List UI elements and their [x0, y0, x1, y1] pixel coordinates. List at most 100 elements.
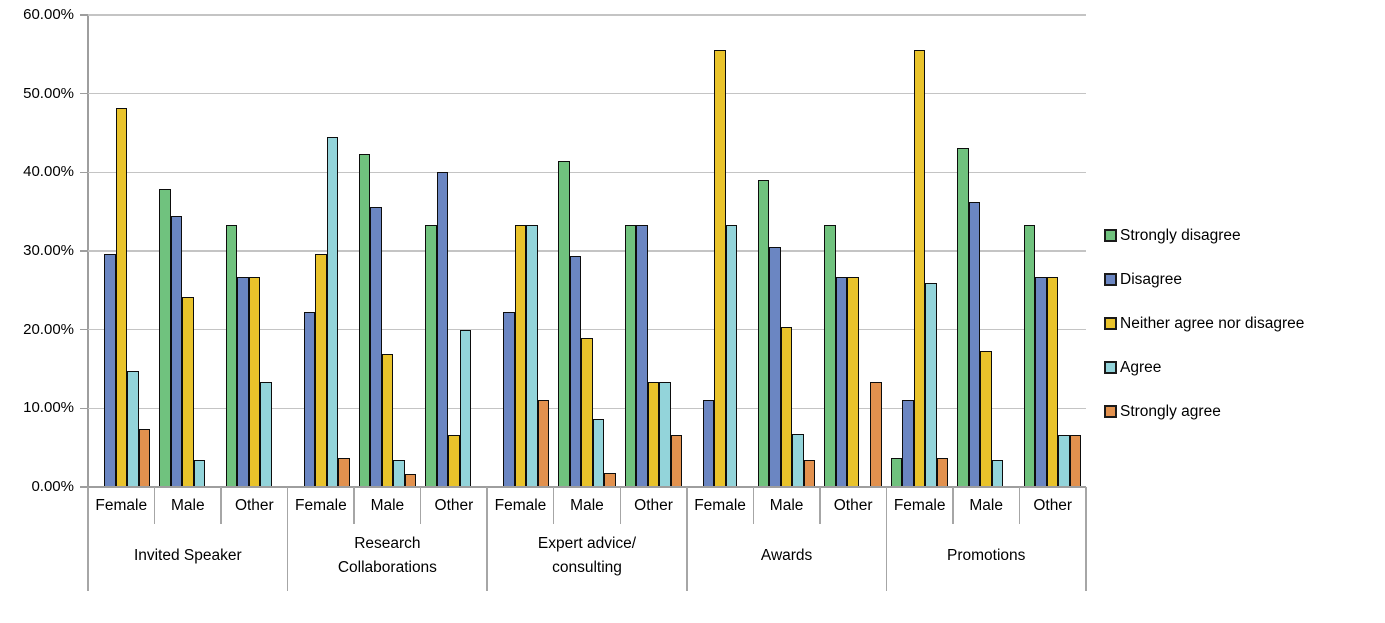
bar-cluster-invited-speaker-other	[221, 15, 288, 487]
bar-strongly-disagree-awards-male	[757, 180, 770, 487]
bar-neither-agree-nor-disagree-invited-speaker-other	[248, 277, 261, 487]
subgroup-separator	[819, 487, 821, 524]
bar-agree-expert-advice-consulting-other	[659, 382, 671, 487]
bar-agree-awards-male	[792, 433, 804, 487]
bar-agree-expert-advice-consulting-male	[592, 419, 605, 487]
legend-item-agree: Agree	[1104, 358, 1304, 377]
legend: Strongly disagree Disagree Neither agree n…	[1104, 226, 1304, 421]
legend-swatch-icon-neither-agree-nor-disagree	[1104, 317, 1117, 330]
bar-disagree-expert-advice-consulting-other	[636, 224, 648, 487]
bar-strongly-agree-expert-advice-consulting-other	[670, 434, 683, 487]
bar-strongly-disagree-research-collaborations-male	[358, 153, 371, 487]
legend-label-agree: Agree	[1120, 358, 1162, 376]
bar-agree-promotions-female	[925, 283, 937, 487]
bar-cluster-invited-speaker-male	[155, 15, 222, 487]
bar-strongly-disagree-promotions-female	[890, 457, 903, 487]
legend-swatch-icon-strongly-disagree	[1104, 229, 1117, 242]
bar-disagree-research-collaborations-male	[370, 207, 382, 487]
subgroup-label-invited-speaker-male: Male	[170, 496, 205, 514]
bar-agree-awards-female	[725, 224, 738, 487]
y-tick-40	[80, 171, 88, 174]
bar-strongly-disagree-promotions-other	[1023, 224, 1036, 487]
bar-neither-agree-nor-disagree-awards-female	[714, 49, 726, 487]
bar-disagree-invited-speaker-male	[170, 215, 183, 487]
group-separator-5	[1085, 487, 1087, 591]
bar-agree-research-collaborations-female	[326, 137, 339, 487]
bar-strongly-agree-research-collaborations-female	[338, 457, 350, 487]
bar-neither-agree-nor-disagree-expert-advice-consulting-female	[514, 224, 527, 487]
group-separator-2	[486, 487, 488, 591]
bar-disagree-expert-advice-consulting-male	[569, 256, 582, 487]
subgroup-separator	[752, 487, 755, 524]
subgroup-label-promotions-female: Female	[893, 496, 946, 514]
y-axis-line	[87, 15, 89, 591]
bar-neither-agree-nor-disagree-research-collaborations-male	[381, 353, 394, 487]
legend-swatch-icon-strongly-agree	[1104, 405, 1117, 418]
y-gridline-30	[88, 250, 1086, 252]
bar-strongly-agree-expert-advice-consulting-male	[604, 473, 616, 487]
bar-cluster-expert-advice-consulting-male	[554, 15, 621, 487]
legend-swatch-icon-disagree	[1104, 273, 1117, 286]
subgroup-separator	[553, 487, 555, 524]
bar-cluster-expert-advice-consulting-female	[487, 15, 554, 487]
y-gridline-20	[88, 328, 1086, 331]
bar-disagree-awards-other	[835, 277, 848, 487]
group-label-awards: Awards	[760, 546, 813, 564]
bar-strongly-agree-expert-advice-consulting-female	[537, 399, 550, 487]
x-axis-line	[80, 486, 1086, 488]
bar-strongly-agree-research-collaborations-male	[404, 473, 417, 487]
subgroup-separator	[220, 487, 222, 524]
bar-neither-agree-nor-disagree-awards-male	[780, 327, 793, 487]
subgroup-label-research-collaborations-male: Male	[370, 496, 405, 514]
plot-area	[88, 14, 1086, 487]
bar-agree-promotions-other	[1058, 434, 1070, 487]
legend-item-neither-agree-nor-disagree: Neither agree nor disagree	[1104, 314, 1304, 333]
group-label-promotions: Promotions	[946, 546, 1026, 564]
subgroup-separator	[353, 487, 355, 524]
legend-label-strongly-disagree: Strongly disagree	[1120, 226, 1241, 244]
subgroup-label-awards-male: Male	[769, 496, 804, 514]
group-separator-3	[686, 487, 688, 591]
bar-disagree-awards-female	[702, 399, 715, 487]
bar-neither-agree-nor-disagree-awards-other	[847, 277, 859, 487]
bar-strongly-agree-promotions-other	[1069, 434, 1082, 487]
group-label-expert-advice-consulting: Expert advice/ consulting	[537, 534, 637, 576]
subgroup-label-promotions-other: Other	[1033, 496, 1073, 514]
bar-agree-promotions-male	[991, 459, 1004, 487]
legend-item-strongly-agree: Strongly agree	[1104, 402, 1304, 421]
bar-agree-research-collaborations-other	[459, 329, 472, 487]
bar-strongly-disagree-awards-other	[824, 224, 836, 487]
y-tick-label-10: 10.00%	[23, 399, 74, 417]
bar-strongly-disagree-expert-advice-consulting-other	[624, 224, 637, 487]
bar-disagree-research-collaborations-female	[303, 312, 316, 487]
bar-neither-agree-nor-disagree-research-collaborations-other	[448, 434, 460, 487]
bar-cluster-research-collaborations-male	[354, 15, 421, 487]
subgroup-label-research-collaborations-female: Female	[295, 496, 347, 514]
y-tick-label-0: 0.00%	[31, 478, 74, 495]
bar-agree-invited-speaker-female	[127, 370, 139, 487]
bar-strongly-disagree-research-collaborations-other	[425, 224, 437, 487]
subgroup-separator	[1018, 487, 1021, 524]
legend-label-neither-agree-nor-disagree: Neither agree nor disagree	[1120, 314, 1305, 332]
y-gridline-60	[88, 14, 1086, 16]
subgroup-label-awards-other: Other	[833, 496, 873, 514]
bar-strongly-agree-invited-speaker-female	[138, 428, 151, 487]
legend-item-disagree: Disagree	[1104, 270, 1304, 289]
group-separator-0	[87, 487, 89, 591]
y-tick-label-50: 50.00%	[23, 84, 74, 102]
group-separator-1	[286, 487, 289, 591]
bar-strongly-agree-awards-other	[870, 382, 882, 487]
y-gridline-40	[88, 171, 1086, 174]
subgroup-label-promotions-male: Male	[969, 496, 1003, 514]
bar-neither-agree-nor-disagree-promotions-female	[913, 49, 926, 487]
legend-label-disagree: Disagree	[1120, 270, 1183, 288]
y-tick-30	[80, 250, 88, 252]
bar-neither-agree-nor-disagree-invited-speaker-female	[115, 108, 128, 487]
bar-neither-agree-nor-disagree-expert-advice-consulting-other	[647, 382, 660, 487]
subgroup-separator	[153, 487, 156, 524]
y-tick-60	[80, 14, 88, 16]
legend-swatch-icon-agree	[1104, 361, 1117, 374]
bar-cluster-promotions-female	[886, 15, 953, 487]
subgroup-label-invited-speaker-other: Other	[234, 496, 274, 514]
